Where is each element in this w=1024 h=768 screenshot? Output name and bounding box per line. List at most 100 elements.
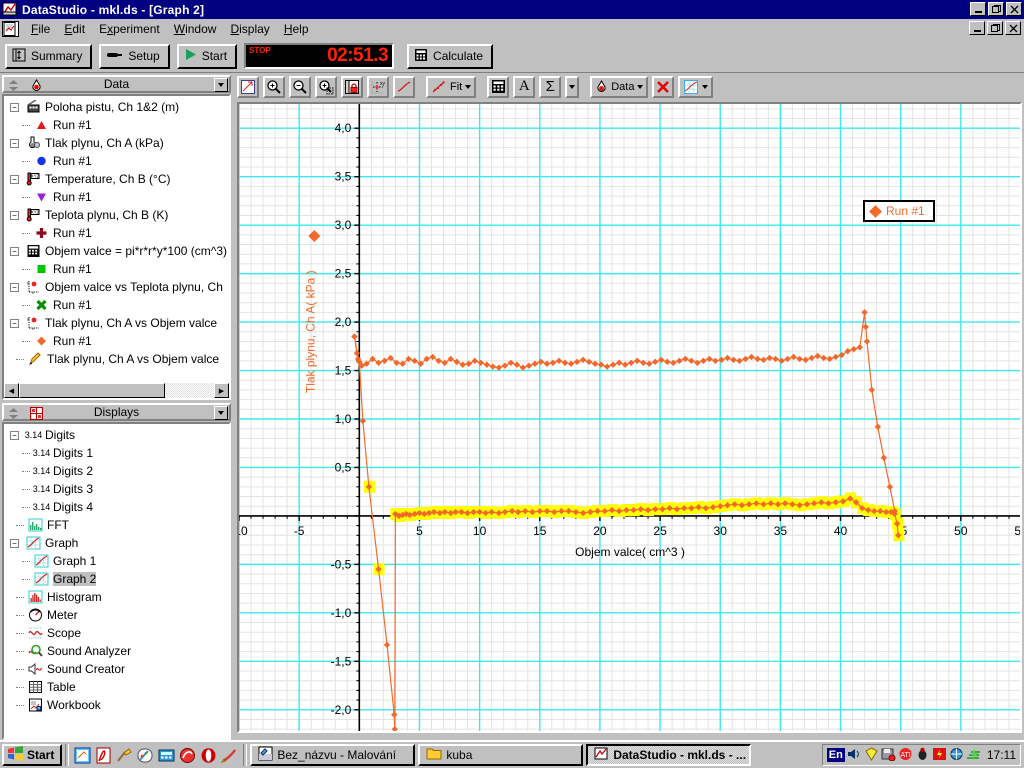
displays-panel-header[interactable]: Displays <box>2 403 231 421</box>
start-button[interactable]: Start <box>2 744 63 766</box>
scroll-thumb[interactable] <box>19 383 165 398</box>
tree-item[interactable]: Tlak plynu, Ch A vs Objem valce <box>6 350 229 368</box>
smart-tool-button[interactable]: xy <box>367 75 389 98</box>
calculate-button[interactable]: Calculate <box>407 43 494 69</box>
zoom-in-button[interactable] <box>263 75 285 98</box>
mdi-close-button[interactable] <box>1005 21 1021 35</box>
ql-notepad-icon[interactable] <box>74 747 91 764</box>
language-indicator[interactable]: En <box>826 748 845 762</box>
shield-icon[interactable] <box>864 746 879 764</box>
lightning-icon[interactable] <box>966 747 981 764</box>
data-lock-button[interactable] <box>341 75 363 98</box>
statistics-dropdown-button[interactable] <box>565 75 580 98</box>
tree-expander[interactable]: − <box>10 138 19 148</box>
tree-item[interactable]: Run #1 <box>6 332 229 350</box>
tree-item[interactable]: Meter <box>6 606 229 624</box>
tree-item[interactable]: Histogram <box>6 588 229 606</box>
tree-item[interactable]: − XYZ Temperature, Ch B (°C) <box>6 170 229 188</box>
restore-button[interactable] <box>988 2 1004 16</box>
tree-expander[interactable]: − <box>10 174 19 184</box>
tree-item[interactable]: Run #1 <box>6 116 229 134</box>
graph-plot-area[interactable]: 4,0 3,5 3,0 2,5 2,0 1,5 1,0 0,5 -0,5 -1,0 -1,5 -2,0… <box>237 102 1022 733</box>
tree-item[interactable]: Run #1 <box>6 296 229 314</box>
scroll-left-button[interactable]: ◀ <box>4 383 19 398</box>
tree-item[interactable]: Scope <box>6 624 229 642</box>
tree-item[interactable]: − Graph <box>6 534 229 552</box>
graph-settings-button[interactable] <box>678 75 714 98</box>
tree-item[interactable]: − y x Tlak plynu, Ch A vs Objem valce <box>6 314 229 332</box>
tree-item[interactable]: − Tlak plynu, Ch A (kPa) <box>6 134 229 152</box>
graph-calculator-button[interactable] <box>487 75 510 98</box>
tree-item[interactable]: Graph 1 <box>6 552 229 570</box>
mdi-minimize-button[interactable] <box>969 21 985 35</box>
tree-expander[interactable]: − <box>10 538 19 548</box>
tree-item[interactable]: FFT <box>6 516 229 534</box>
summary-button[interactable]: Summary <box>5 43 93 69</box>
tree-expander[interactable]: − <box>10 430 19 440</box>
tree-item[interactable]: 3.14 Digits 4 <box>6 498 229 516</box>
tree-item[interactable]: − y x Objem valce vs Teplota plynu, Ch <box>6 278 229 296</box>
tree-item[interactable]: Table <box>6 678 229 696</box>
menu-window[interactable]: Window <box>173 21 217 36</box>
tree-item[interactable]: − Objem valce = pi*r*r*y*100 (cm^3) <box>6 242 229 260</box>
scroll-right-button[interactable]: ▶ <box>214 383 229 398</box>
menu-file[interactable]: FFileile <box>31 21 51 36</box>
disk-icon[interactable] <box>881 747 896 764</box>
tree-item[interactable]: 3.14 Digits 1 <box>6 444 229 462</box>
ati-icon[interactable]: ATI <box>898 747 913 764</box>
fit-button[interactable]: Fit <box>426 75 477 98</box>
scale-to-fit-button[interactable] <box>237 75 259 98</box>
network-icon[interactable] <box>949 747 964 764</box>
ql-opera-icon[interactable] <box>200 747 217 764</box>
zoom-out-button[interactable] <box>289 75 311 98</box>
task-paint[interactable]: Bez_názvu - Malování <box>250 744 416 766</box>
ql-calculator-icon[interactable] <box>158 747 175 764</box>
tree-expander[interactable]: − <box>10 246 19 256</box>
start-button[interactable]: Start <box>176 43 238 69</box>
tree-item[interactable]: Run #1 <box>6 188 229 206</box>
tree-expander[interactable]: − <box>10 282 19 292</box>
ql-brush-icon[interactable] <box>221 747 238 764</box>
slope-tool-button[interactable] <box>393 75 415 98</box>
menu-help[interactable]: Help <box>283 21 309 36</box>
data-tree-hscrollbar[interactable]: ◀ ▶ <box>4 383 229 398</box>
task-kuba[interactable]: kuba <box>418 744 584 766</box>
tree-item[interactable]: Graph 2 <box>6 570 229 588</box>
tree-expander[interactable]: − <box>10 210 19 220</box>
statistics-button[interactable]: Σ <box>539 75 562 98</box>
document-icon[interactable] <box>2 20 19 37</box>
scroll-track[interactable] <box>19 383 214 398</box>
setup-button[interactable]: Setup <box>99 43 170 69</box>
power-icon[interactable] <box>932 747 947 764</box>
tree-item[interactable]: Run #1 <box>6 260 229 278</box>
tree-item[interactable]: − Poloha pistu, Ch 1&2 (m) <box>6 98 229 116</box>
chevron-down-icon[interactable] <box>637 84 644 89</box>
tree-item[interactable]: Workbook <box>6 696 229 714</box>
zoom-select-button[interactable] <box>315 75 337 98</box>
tree-item[interactable]: −3.14 Digits <box>6 426 229 444</box>
data-panel-header[interactable]: Data <box>2 75 231 93</box>
text-annotation-button[interactable]: A <box>513 75 536 98</box>
tree-item[interactable]: − XYZ Teplota plynu, Ch B (K) <box>6 206 229 224</box>
tree-item[interactable]: Sound Creator <box>6 660 229 678</box>
tree-item[interactable]: Sound Analyzer <box>6 642 229 660</box>
tree-expander[interactable]: − <box>10 102 19 112</box>
menu-display[interactable]: Display <box>230 21 270 36</box>
menu-edit[interactable]: Edit <box>64 21 86 36</box>
ql-netscape-icon[interactable] <box>179 747 196 764</box>
chevron-down-icon[interactable] <box>465 84 472 89</box>
minimize-button[interactable] <box>970 2 986 16</box>
close-button[interactable] <box>1006 2 1022 16</box>
tree-item[interactable]: Run #1 <box>6 224 229 242</box>
displays-panel-dropdown[interactable] <box>214 406 228 420</box>
tree-item[interactable]: Run #1 <box>6 152 229 170</box>
task-datastudio[interactable]: DataStudio - mkl.ds - ... <box>586 744 752 766</box>
displays-tree[interactable]: −3.14 Digits 3.14 Digits 1 3.14 Digits 2 3.14 D… <box>2 422 231 740</box>
plot-canvas[interactable]: 4,0 3,5 3,0 2,5 2,0 1,5 1,0 0,5 -0,5 -1,0 -1,5 -2,0… <box>239 104 1021 733</box>
legend-box[interactable]: Run #1 <box>863 200 935 222</box>
speaker-icon[interactable] <box>847 747 862 764</box>
mdi-restore-button[interactable] <box>987 21 1003 35</box>
ql-acrobat-icon[interactable] <box>95 747 112 764</box>
remove-data-button[interactable] <box>652 75 675 98</box>
chevron-down-icon[interactable] <box>702 84 709 89</box>
